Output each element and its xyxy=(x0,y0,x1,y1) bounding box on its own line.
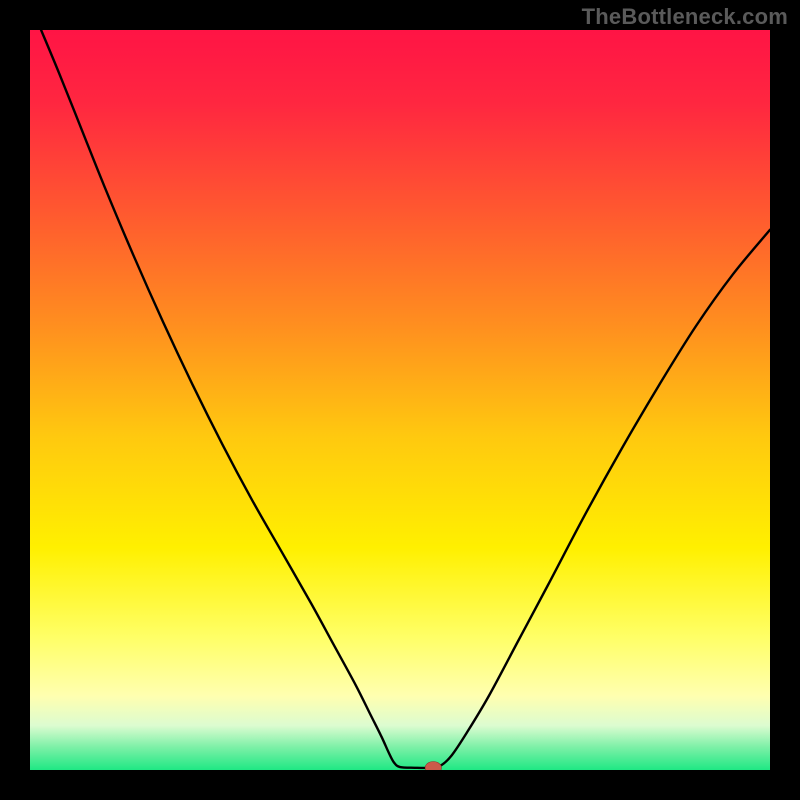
plot-area xyxy=(30,30,770,770)
watermark-label: TheBottleneck.com xyxy=(582,4,788,30)
gradient-background xyxy=(30,30,770,770)
chart-frame: TheBottleneck.com xyxy=(0,0,800,800)
chart-svg xyxy=(30,30,770,770)
